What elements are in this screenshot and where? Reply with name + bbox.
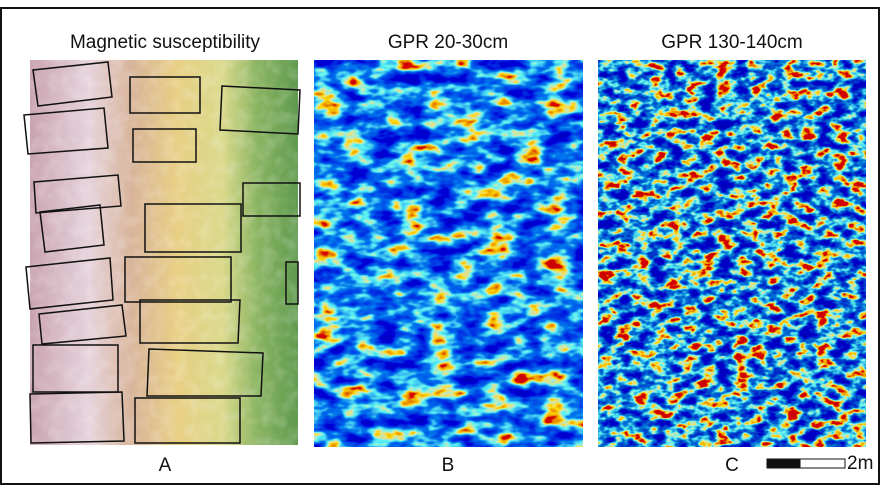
panel-title: GPR 20-30cm (388, 32, 508, 53)
panel-letter: B (442, 455, 455, 476)
scale-label: 2m (847, 453, 873, 474)
panel-title: Magnetic susceptibility (70, 32, 261, 53)
scale-white (799, 458, 846, 469)
panel-letter: C (725, 455, 739, 476)
map-image (598, 60, 866, 447)
panel-title: GPR 130-140cm (661, 32, 803, 53)
map-image (314, 60, 583, 447)
panel-b: GPR 20-30cm B (314, 32, 583, 476)
scale-black (766, 458, 801, 469)
panel-a: Magnetic susceptibility A (23, 32, 301, 476)
frame (0, 7, 880, 485)
scale-bar: 2m (766, 453, 873, 474)
panel-c: GPR 130-140cm C (598, 32, 866, 476)
survey-boxes (23, 61, 301, 444)
panel-letter: A (159, 455, 172, 476)
